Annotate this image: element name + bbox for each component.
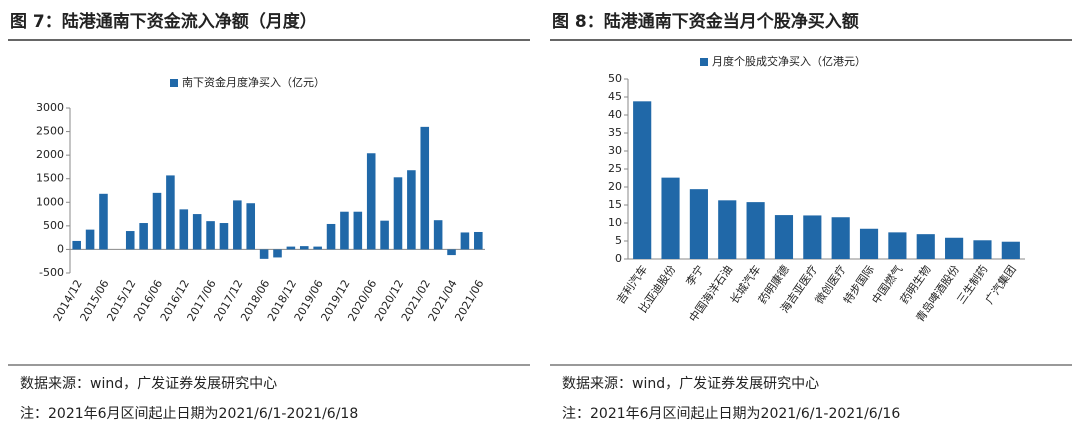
y-tick-label: 2500 (36, 125, 64, 138)
y-tick-label: 30 (608, 144, 622, 157)
bar (831, 217, 850, 259)
bar (313, 246, 322, 250)
y-tick-label: 2000 (36, 148, 64, 161)
y-tick-label: -500 (39, 266, 64, 279)
bar (152, 192, 162, 250)
bar (380, 220, 389, 250)
y-tick-label: 500 (43, 219, 64, 232)
y-tick-label: 20 (608, 180, 622, 193)
legend-swatch (700, 58, 708, 66)
bar (179, 209, 189, 250)
legend-label: 月度个股成交净买入（亿港元） (712, 54, 866, 68)
bar (689, 189, 708, 259)
note: 注：2021年6月区间起止日期为2021/6/1-2021/6/16 (562, 406, 900, 422)
bar (774, 215, 794, 259)
bar (366, 153, 376, 250)
y-tick-label: 40 (608, 108, 622, 121)
bar (973, 240, 992, 259)
y-tick-label: 35 (608, 126, 622, 139)
bar (474, 231, 483, 250)
y-tick-label: 1000 (36, 195, 64, 208)
bar (286, 246, 296, 250)
source: 数据来源：wind，广发证券发展研究中心 (20, 376, 277, 392)
legend-label: 南下资金月度净买入（亿元） (182, 75, 325, 89)
note: 注：2021年6月区间起止日期为2021/6/1-2021/6/18 (20, 406, 358, 422)
y-tick-label: 10 (608, 216, 622, 229)
chart-title: 图 8：陆港通南下资金当月个股净买入额 (552, 11, 859, 32)
y-tick-label: 50 (608, 72, 622, 85)
y-tick-label: 15 (608, 198, 622, 211)
bar (888, 232, 907, 259)
bar (661, 177, 680, 259)
bar (340, 211, 349, 250)
y-tick-label: 3000 (36, 101, 64, 114)
bar (326, 223, 336, 250)
bar (219, 223, 229, 250)
y-tick-label: 5 (615, 234, 622, 247)
y-tick-label: 45 (608, 90, 622, 103)
chart-title: 图 7：陆港通南下资金流入净额（月度） (10, 11, 317, 32)
y-tick-label: 0 (615, 252, 622, 265)
bar (916, 234, 935, 259)
x-tick-label: 李宁 (683, 262, 707, 288)
bar (460, 232, 470, 250)
bar (718, 200, 737, 259)
bar (246, 203, 256, 250)
y-tick-label: 0 (57, 242, 64, 255)
bar (447, 249, 456, 256)
bar (166, 175, 175, 250)
bar (125, 231, 135, 250)
bar (233, 200, 242, 250)
bar (633, 101, 652, 259)
bar (420, 126, 430, 250)
bar (259, 249, 269, 259)
bar (393, 177, 403, 250)
bar (803, 215, 822, 259)
y-tick-label: 1500 (36, 172, 64, 185)
bar (85, 229, 95, 250)
bar (273, 249, 282, 258)
bar (859, 228, 879, 259)
bar (99, 193, 108, 250)
bar (1001, 241, 1020, 259)
bar (407, 170, 416, 250)
bar (206, 221, 215, 250)
bar (72, 240, 81, 250)
bar (139, 223, 148, 250)
bar (353, 211, 363, 250)
bar (433, 220, 443, 250)
y-tick-label: 25 (608, 162, 622, 175)
bar (192, 214, 202, 250)
legend-swatch (170, 79, 178, 87)
bar (299, 246, 309, 250)
source: 数据来源：wind，广发证券发展研究中心 (562, 376, 819, 392)
bar (746, 202, 765, 259)
bar (945, 237, 964, 259)
